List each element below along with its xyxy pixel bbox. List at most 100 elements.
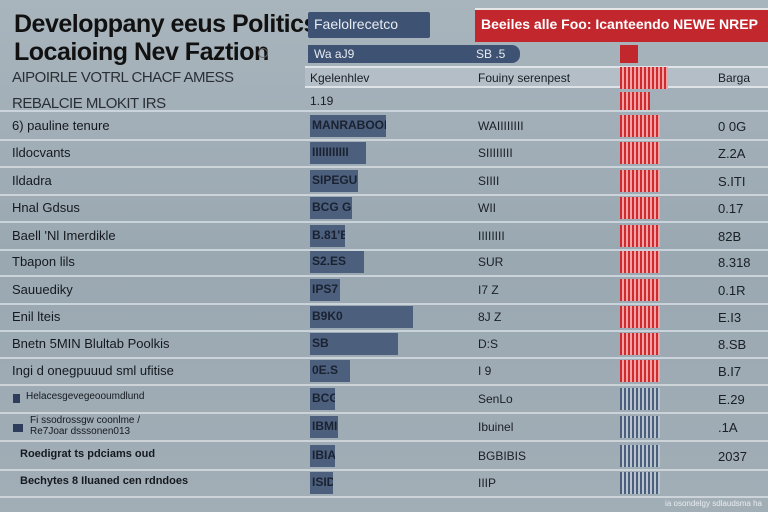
row-value: S.ITI: [718, 174, 746, 189]
row-bar: B.81'B: [310, 225, 345, 247]
row-label: Bnetn 5MIN Blultab Poolkis: [12, 336, 170, 351]
row-divider: [0, 275, 768, 277]
row-divider: [0, 440, 768, 442]
row-label: Bechytes 8 Iluaned cen rdndoes: [20, 475, 189, 487]
row-bar: IBMI: [310, 416, 338, 438]
row-divider: [0, 303, 768, 305]
row-divider: [0, 384, 768, 386]
row-label: Baell 'Nl Imerdikle: [12, 228, 116, 243]
row-divider: [0, 166, 768, 168]
row-col2: WII: [478, 201, 496, 215]
row-stripe-bar: [620, 416, 660, 438]
row-label: Fi ssodrossgw coonlme / Re7Joar dsssonen…: [30, 415, 141, 437]
row-bar: BCG: [310, 388, 335, 410]
row-value: Z.2A: [718, 146, 746, 161]
row-bar: SIPEGU: [310, 170, 358, 192]
row-col2: D:S: [478, 337, 499, 351]
row-divider: [0, 249, 768, 251]
row-label: Tbapon lils: [12, 254, 75, 269]
column-header-2: Fouiny serenpest: [478, 71, 571, 85]
row-col2: SIIIIIIII: [478, 146, 513, 160]
column-header-4: Barga: [718, 71, 751, 85]
row-col2: IIIP: [478, 476, 497, 490]
row-value: 0.17: [718, 201, 744, 216]
row-col2: I7 Z: [478, 283, 499, 297]
row-note: 1.19: [310, 94, 334, 108]
row-stripe-bar: [620, 445, 660, 467]
header-stripes-2: [620, 92, 650, 110]
tab-header[interactable]: Faelolrecetco: [308, 12, 430, 38]
pill-right: SB .5: [476, 47, 506, 61]
subtitle: AIPOIRLE VOTRL CHACF AMESS: [12, 69, 234, 86]
row-label: Ildocvants: [12, 145, 71, 160]
row-col2: IIIIIIII: [478, 229, 505, 243]
row-stripe-bar: [620, 115, 660, 137]
row-value: E.I3: [718, 310, 742, 325]
row-col2: WAIIIIIIII: [478, 119, 524, 133]
pill-header: Wa aJ9 SB .5: [308, 45, 520, 63]
row-col2: BGBIBIS: [478, 449, 527, 463]
row-bar: ISID: [310, 472, 333, 494]
subtitle-2: REBALCIE MLOKIT IRS: [12, 95, 166, 112]
row-stripe-bar: [620, 142, 660, 164]
row-col2: SUR: [478, 255, 504, 269]
row-stripe-bar: [620, 225, 660, 247]
row-value: 0.1R: [718, 283, 746, 298]
row-col2: 8J Z: [478, 310, 502, 324]
row-value: .1A: [718, 420, 738, 435]
page-title: Developpany eeus Politics: [14, 10, 317, 38]
row-bar: IIIIIIIIIII: [310, 142, 366, 164]
row-bar: MANRABOOK: [310, 115, 386, 137]
divider: [0, 110, 768, 112]
legend-swatch: [13, 424, 23, 432]
row-divider: [0, 330, 768, 332]
row-stripe-bar: [620, 333, 660, 355]
row-divider: [0, 412, 768, 414]
row-value: B.I7: [718, 364, 742, 379]
row-stripe-bar: [620, 279, 660, 301]
red-banner: Beeiles alle Foo: Icanteendo NEWE NREP: [475, 8, 768, 42]
row-label: 6) pauline tenure: [12, 118, 110, 133]
row-stripe-bar: [620, 472, 660, 494]
row-label: Hnal Gdsus: [12, 200, 80, 215]
row-bar: IPS7: [310, 279, 340, 301]
row-value: 82B: [718, 229, 742, 244]
row-divider: [0, 139, 768, 141]
row-bar: S2.ES: [310, 251, 364, 273]
row-bar: IBIA: [310, 445, 335, 467]
row-col2: I 9: [478, 364, 492, 378]
footer-credit: ia osondelgy sdlaudsma ha: [665, 499, 762, 508]
row-value: 0 0G: [718, 119, 747, 134]
row-label: Ildadra: [12, 173, 52, 188]
row-divider: [0, 469, 768, 471]
row-bar: B9K0: [310, 306, 413, 328]
row-bar: SB: [310, 333, 398, 355]
column-header-stripes: [620, 67, 668, 89]
row-divider: [0, 357, 768, 359]
legend-swatch: [13, 394, 20, 403]
row-stripe-bar: [620, 360, 660, 382]
pill-left: Wa aJ9: [314, 47, 355, 61]
row-divider: [0, 194, 768, 196]
row-divider: [0, 496, 768, 498]
row-value: E.29: [718, 392, 745, 407]
red-marker: [620, 45, 638, 63]
row-value: 8.SB: [718, 337, 747, 352]
row-label: Helacesgevegeooumdlund: [26, 391, 145, 402]
row-divider: [0, 221, 768, 223]
row-value: 8.318: [718, 255, 751, 270]
row-label: Enil lteis: [12, 309, 61, 324]
row-bar: 0E.S: [310, 360, 350, 382]
row-col2: SenLo: [478, 392, 513, 406]
row-stripe-bar: [620, 388, 660, 410]
row-col2: Ibuinel: [478, 420, 514, 434]
column-header-1: Kgelenhlev: [310, 71, 370, 85]
row-stripe-bar: [620, 197, 660, 219]
page-title-line2: Locaioing Nev Faztion: [14, 38, 269, 66]
row-col2: SIIII: [478, 174, 500, 188]
row-label: Sauuediky: [12, 282, 73, 297]
row-stripe-bar: [620, 251, 660, 273]
row-stripe-bar: [620, 170, 660, 192]
row-label: Ingi d onegpuuud sml ufitise: [12, 363, 174, 378]
row-value: 2037: [718, 449, 747, 464]
